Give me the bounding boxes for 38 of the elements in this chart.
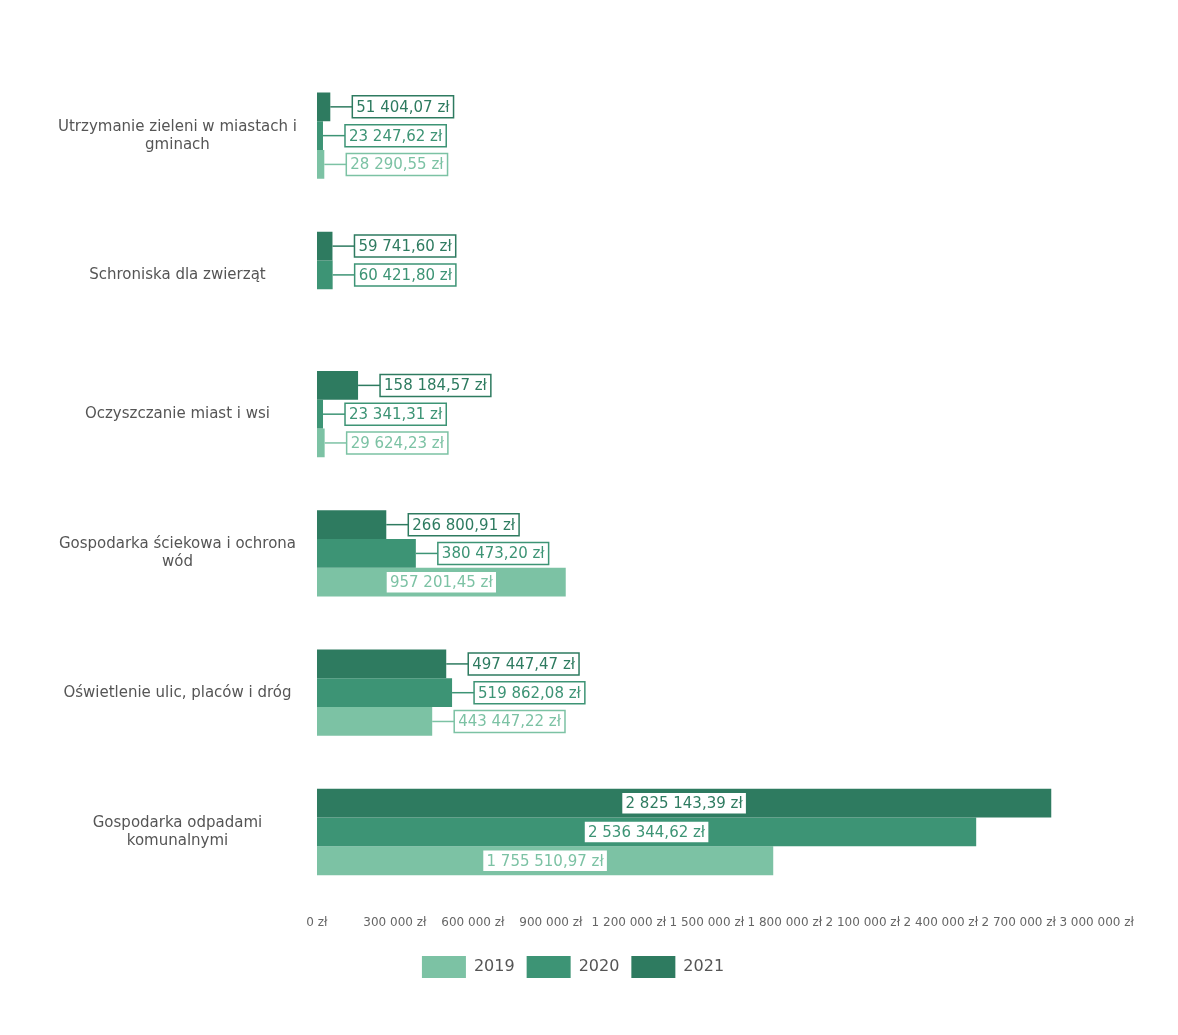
x-tick-label: 2 700 000 zł: [981, 914, 1057, 929]
legend-label: 2021: [683, 956, 725, 976]
x-tick-label: 0 zł: [306, 914, 329, 929]
data-label: 29 624,23 zł: [350, 433, 445, 452]
data-label: 2 536 344,62 zł: [588, 822, 706, 841]
data-label: 2 825 143,39 zł: [625, 794, 744, 813]
data-label: 28 290,55 zł: [350, 155, 445, 174]
data-label: 51 404,07 zł: [356, 97, 451, 116]
data-label: 380 473,20 zł: [441, 544, 546, 563]
y-tick-label: Oświetlenie ulic, placów i dróg: [63, 682, 292, 701]
x-tick-label: 2 400 000 zł: [903, 914, 979, 929]
data-label: 59 741,60 zł: [358, 237, 453, 256]
x-tick-label: 1 500 000 zł: [669, 914, 745, 929]
data-label: 957 201,45 zł: [389, 573, 494, 592]
x-tick-label: 1 800 000 zł: [747, 914, 823, 929]
bar: [316, 788, 1052, 818]
y-tick-label: Utrzymanie zieleni w miastach i gminach: [58, 116, 297, 153]
data-label: 519 862,08 zł: [478, 683, 582, 702]
data-label: 266 800,91 zł: [412, 515, 516, 534]
data-label: 23 341,31 zł: [349, 405, 443, 424]
x-tick-label: 300 000 zł: [363, 914, 428, 929]
data-label: 443 447,22 zł: [458, 712, 562, 731]
data-label: 23 247,62 zł: [348, 126, 443, 145]
x-tick-label: 1 200 000 zł: [591, 914, 667, 929]
y-tick-label: Oczyszczanie miast i wsi: [84, 404, 271, 423]
x-tick-label: 900 000 zł: [519, 914, 584, 929]
x-tick-label: 2 100 000 zł: [825, 914, 901, 929]
data-label: 1 755 510,97 zł: [486, 851, 605, 870]
y-tick-label: Gospodarka ściekowa i ochrona wód: [58, 534, 297, 571]
x-tick-label: 600 000 zł: [441, 914, 506, 929]
data-label: 60 421,80 zł: [358, 265, 453, 284]
data-label: 158 184,57 zł: [384, 376, 488, 395]
data-label: 497 447,47 zł: [472, 654, 576, 673]
x-tick-label: 3 000 000 zł: [1059, 914, 1135, 929]
y-tick-label: Schroniska dla zwierząt: [89, 264, 266, 283]
y-tick-label: Gospodarka odpadami komunalnymi: [92, 812, 263, 849]
legend-label: 2020: [578, 956, 620, 976]
legend-label: 2019: [473, 956, 515, 976]
